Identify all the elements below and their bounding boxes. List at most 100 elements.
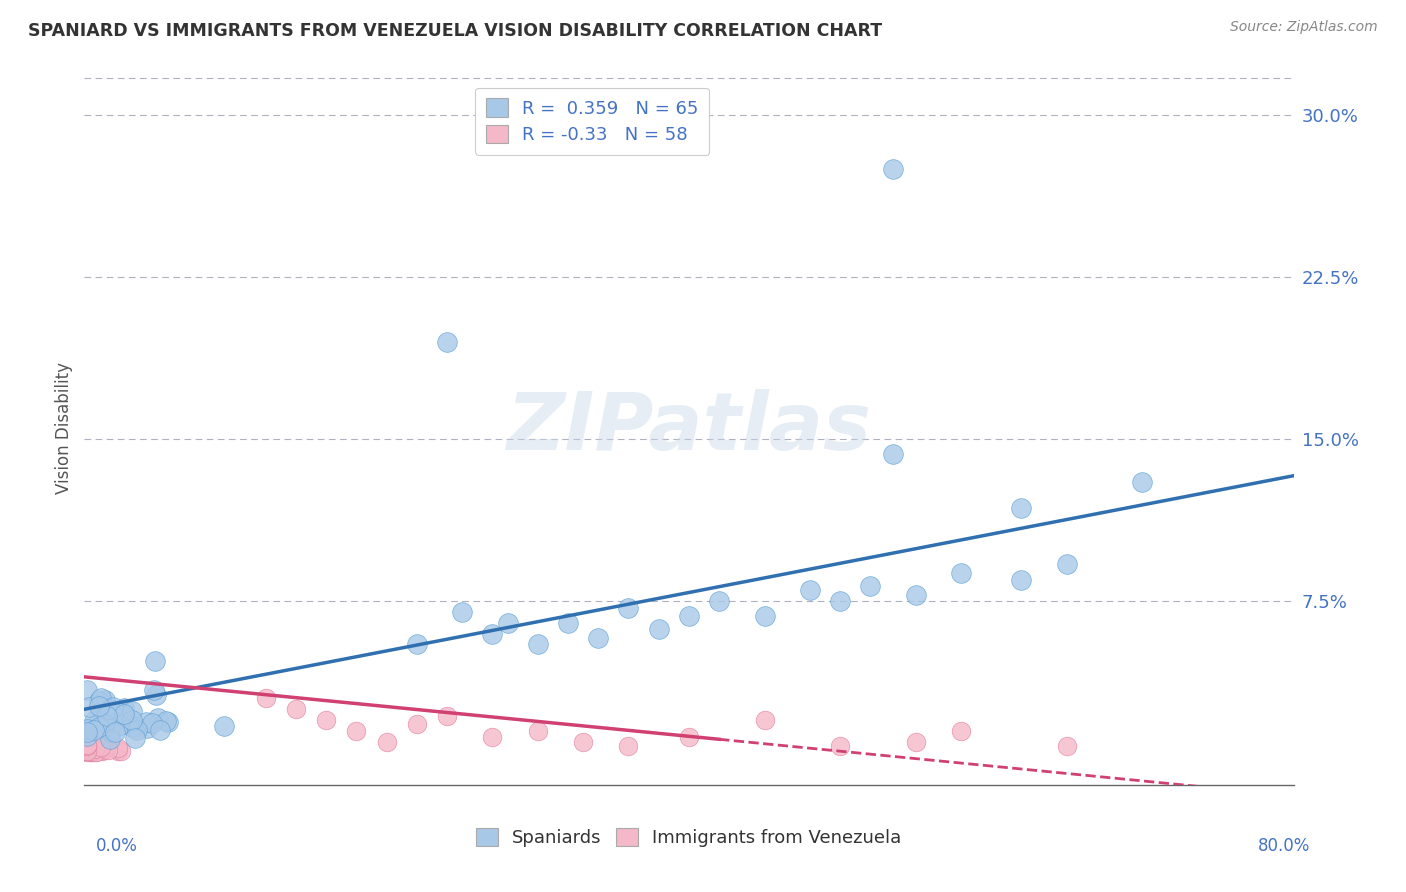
Point xyxy=(125,723,148,737)
Point xyxy=(77,722,100,736)
Point xyxy=(1056,558,1078,572)
Point xyxy=(75,744,97,758)
Point xyxy=(76,739,98,753)
Point xyxy=(100,724,122,739)
Point xyxy=(754,713,776,727)
Point xyxy=(527,723,550,738)
Point xyxy=(112,707,135,722)
Point xyxy=(98,731,121,746)
Point xyxy=(1011,501,1033,516)
Point xyxy=(80,739,103,753)
Point xyxy=(346,723,368,738)
Point xyxy=(617,600,640,615)
Point xyxy=(481,731,503,745)
Point xyxy=(135,714,157,729)
Point xyxy=(315,713,337,727)
Text: 80.0%: 80.0% xyxy=(1258,837,1310,855)
Point xyxy=(90,739,112,754)
Point xyxy=(1056,739,1078,753)
Point xyxy=(125,720,148,734)
Point xyxy=(107,743,129,757)
Point xyxy=(80,745,103,759)
Point xyxy=(84,737,107,751)
Text: ZIPatlas: ZIPatlas xyxy=(506,389,872,467)
Point xyxy=(89,721,111,735)
Point xyxy=(82,743,104,757)
Point xyxy=(436,334,458,349)
Point xyxy=(80,744,103,758)
Point xyxy=(89,742,111,756)
Point xyxy=(76,723,98,737)
Point xyxy=(1130,475,1153,490)
Point xyxy=(93,742,115,756)
Point xyxy=(77,743,100,757)
Point xyxy=(950,723,973,738)
Point xyxy=(98,722,121,736)
Point xyxy=(79,739,101,753)
Point xyxy=(481,626,503,640)
Point xyxy=(98,702,121,716)
Point xyxy=(76,739,98,753)
Point xyxy=(84,745,107,759)
Point xyxy=(572,735,595,749)
Point xyxy=(830,739,852,753)
Point xyxy=(76,745,98,759)
Point xyxy=(83,723,105,738)
Point xyxy=(678,609,700,624)
Point xyxy=(110,744,132,758)
Point xyxy=(103,724,125,739)
Point xyxy=(94,736,117,750)
Point xyxy=(77,700,100,714)
Point xyxy=(90,690,112,705)
Point xyxy=(254,691,277,706)
Point xyxy=(111,706,134,721)
Point xyxy=(121,713,143,727)
Point xyxy=(496,615,519,630)
Point xyxy=(110,718,132,732)
Point xyxy=(375,735,398,749)
Point xyxy=(79,744,101,758)
Point xyxy=(143,682,166,697)
Point xyxy=(87,694,110,708)
Point xyxy=(89,698,111,713)
Point xyxy=(754,609,776,624)
Point xyxy=(212,718,235,732)
Point xyxy=(80,740,103,755)
Point xyxy=(90,744,112,758)
Point xyxy=(101,700,124,714)
Point xyxy=(124,731,146,745)
Point xyxy=(146,710,169,724)
Point xyxy=(145,688,167,702)
Point xyxy=(80,743,103,757)
Point xyxy=(101,714,124,728)
Point xyxy=(80,744,103,758)
Point xyxy=(77,740,100,755)
Text: 0.0%: 0.0% xyxy=(96,837,138,855)
Point xyxy=(107,741,129,756)
Point xyxy=(83,743,105,757)
Point xyxy=(89,744,111,758)
Point xyxy=(950,566,973,580)
Point xyxy=(406,637,429,651)
Point xyxy=(1011,573,1033,587)
Point xyxy=(77,739,100,754)
Point xyxy=(76,738,98,752)
Point xyxy=(155,714,177,728)
Point xyxy=(678,731,700,745)
Point xyxy=(76,729,98,743)
Point xyxy=(83,744,105,758)
Point xyxy=(93,716,115,731)
Point xyxy=(73,738,96,752)
Point xyxy=(557,615,579,630)
Point xyxy=(149,723,172,738)
Point xyxy=(135,721,157,735)
Point xyxy=(859,579,882,593)
Legend: Spaniards, Immigrants from Venezuela: Spaniards, Immigrants from Venezuela xyxy=(470,821,908,855)
Point xyxy=(157,715,180,730)
Point xyxy=(904,735,927,749)
Point xyxy=(76,744,98,758)
Point xyxy=(141,716,163,731)
Point xyxy=(882,161,904,176)
Point xyxy=(89,713,111,727)
Point xyxy=(709,594,731,608)
